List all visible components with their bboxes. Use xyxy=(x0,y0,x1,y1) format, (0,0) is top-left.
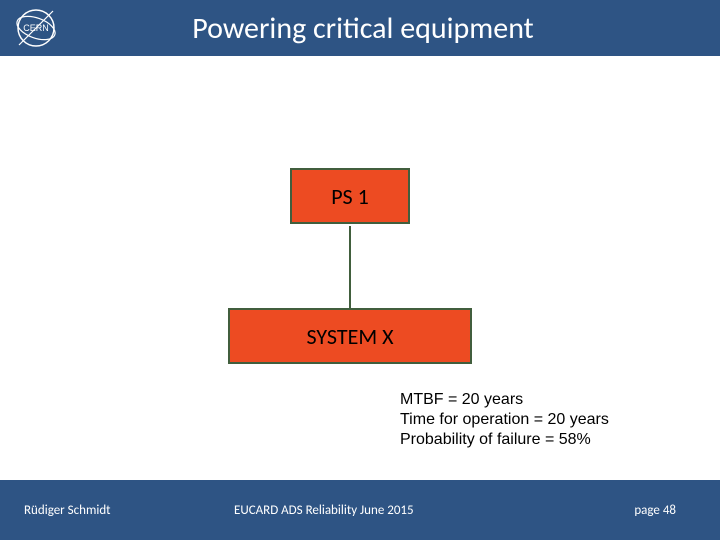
footer-page: page 48 xyxy=(634,503,676,518)
stats-block: MTBF = 20 years Time for operation = 20 … xyxy=(400,390,609,450)
footer-author: Rüdiger Schmidt xyxy=(24,503,224,518)
header-bar: CERN Powering critical equipment xyxy=(0,0,720,56)
footer-bar: Rüdiger Schmidt EUCARD ADS Reliability J… xyxy=(0,480,720,540)
footer-event: EUCARD ADS Reliability June 2015 xyxy=(234,503,414,518)
stat-failure-prob: Probability of failure = 58% xyxy=(400,430,609,450)
cern-logo: CERN xyxy=(6,0,66,56)
node-system-x: SYSTEM X xyxy=(228,308,472,364)
content-area: PS 1 SYSTEM X MTBF = 20 years Time for o… xyxy=(0,56,720,480)
cern-logo-text: CERN xyxy=(23,23,49,33)
edge-ps1-sysx xyxy=(349,226,351,308)
page-title: Powering critical equipment xyxy=(66,10,720,47)
cern-logo-svg: CERN xyxy=(13,5,59,51)
stat-operation-time: Time for operation = 20 years xyxy=(400,410,609,430)
node-system-x-label: SYSTEM X xyxy=(306,323,393,350)
node-ps1: PS 1 xyxy=(290,168,410,224)
stat-mtbf: MTBF = 20 years xyxy=(400,390,609,410)
node-ps1-label: PS 1 xyxy=(331,183,369,210)
